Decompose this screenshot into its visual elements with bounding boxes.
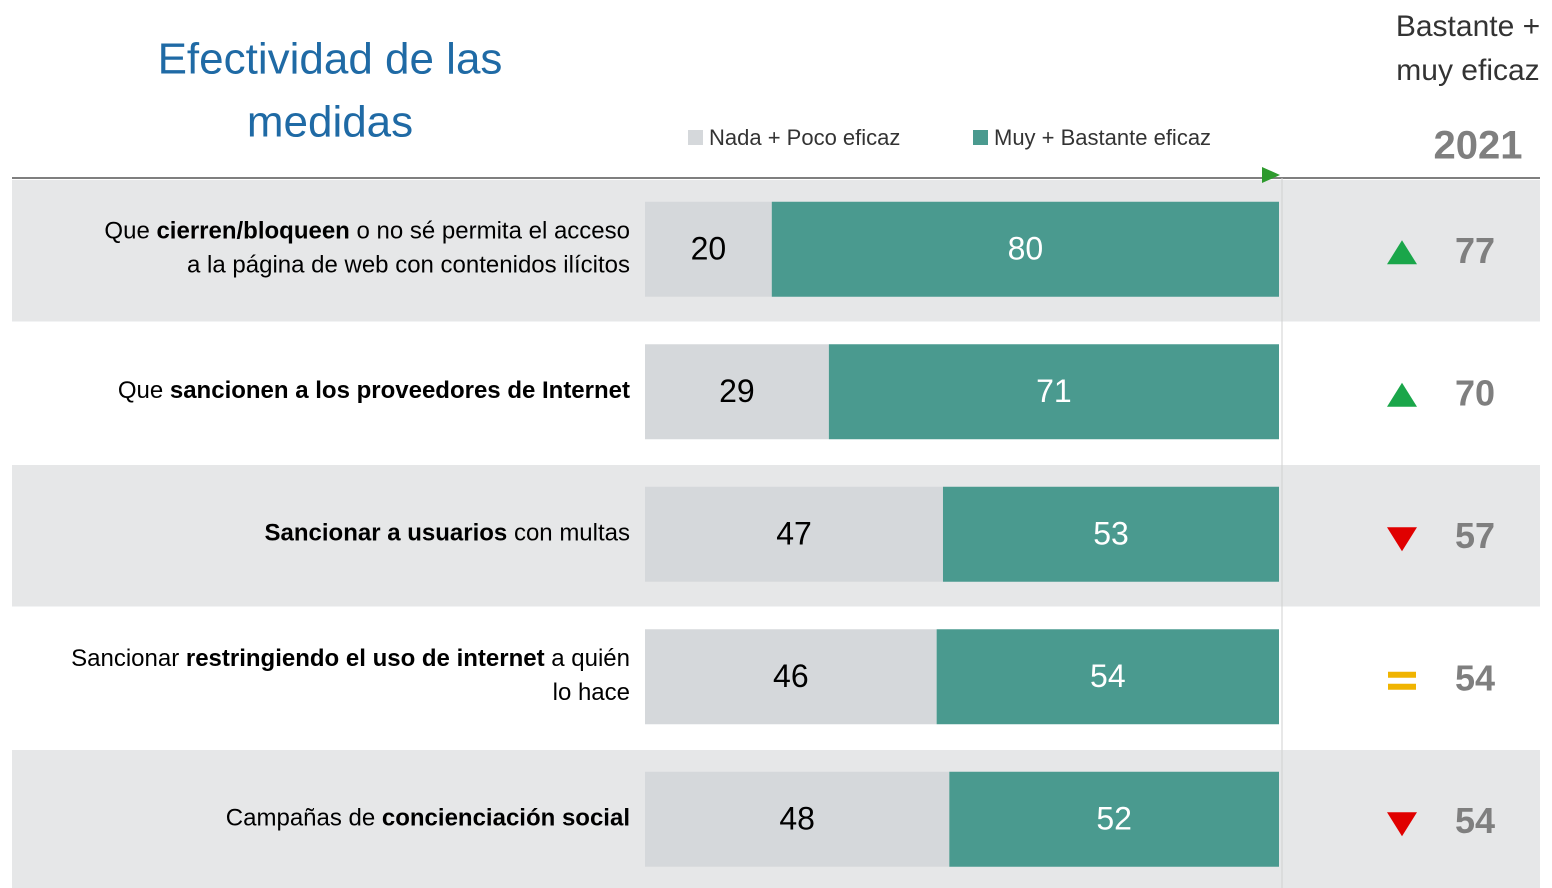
category-label-part: o no sé permita el acceso: [350, 218, 630, 245]
category-label-part: con multas: [507, 520, 630, 547]
data-label: 53: [1093, 516, 1129, 552]
data-label: 71: [1036, 373, 1072, 409]
comparison-value: 77: [1455, 230, 1495, 271]
category-label-part: Campañas de: [226, 805, 382, 832]
arrow-head: [1262, 167, 1280, 183]
category-label: Que cierren/bloqueen o no sé permita el …: [104, 218, 630, 245]
comparison-value: 54: [1455, 657, 1495, 698]
category-label-part: restringiendo el uso de internet: [186, 645, 545, 672]
bar-segment: [936, 629, 1279, 725]
legend-swatch: [973, 130, 988, 145]
category-label-part: a la página de web con contenidos ilícit…: [187, 252, 630, 279]
category-label-part: cierren/bloqueen: [156, 218, 349, 245]
bar-segment: [645, 344, 829, 440]
category-label-part: Sancionar a usuarios: [265, 520, 508, 547]
trend-up: [1387, 382, 1417, 407]
legend-label: Muy + Bastante eficaz: [994, 125, 1211, 150]
category-label-part: lo hace: [553, 679, 630, 706]
trend-equal: [1388, 671, 1416, 678]
trend-up: [1387, 240, 1417, 265]
bar-segment: [645, 486, 943, 582]
data-label: 48: [779, 801, 815, 837]
data-label: 52: [1096, 801, 1132, 837]
category-label: Campañas de concienciación social: [226, 805, 630, 832]
comparison-value: 54: [1455, 800, 1495, 841]
category-label-part: sancionen a los proveedores de Internet: [170, 377, 630, 404]
category-label: lo hace: [553, 679, 630, 706]
category-label-part: concienciación social: [382, 805, 630, 832]
comparison-value: 57: [1455, 515, 1495, 556]
comparison-title: muy eficaz: [1396, 54, 1539, 87]
data-label: 20: [691, 231, 727, 267]
comparison-title: Bastante +: [1396, 10, 1540, 43]
category-label: Que sancionen a los proveedores de Inter…: [118, 377, 630, 404]
category-label-part: Que: [104, 218, 156, 245]
data-label: 80: [1008, 231, 1044, 267]
comparison-year: 2021: [1434, 124, 1523, 168]
category-label: a la página de web con contenidos ilícit…: [187, 252, 630, 279]
data-label: 54: [1090, 658, 1126, 694]
trend-down: [1387, 527, 1417, 552]
bar-segment: [942, 486, 1279, 582]
bar-segment: [828, 344, 1279, 440]
category-label-part: a quién: [545, 645, 630, 672]
data-label: 46: [773, 658, 809, 694]
comparison-value: 70: [1455, 372, 1495, 413]
legend-label: Nada + Poco eficaz: [709, 125, 900, 150]
chart-title: Efectividad de las: [158, 35, 503, 84]
trend-down: [1387, 812, 1417, 837]
category-label-part: Que: [118, 377, 170, 404]
legend-swatch: [688, 130, 703, 145]
bar-segment: [771, 201, 1279, 297]
category-label: Sancionar restringiendo el uso de intern…: [71, 645, 630, 672]
bar-segment: [949, 771, 1279, 867]
bar-segment: [645, 201, 772, 297]
data-label: 47: [776, 516, 812, 552]
category-label: Sancionar a usuarios con multas: [265, 520, 630, 547]
trend-equal: [1388, 683, 1416, 690]
bar-segment: [645, 629, 937, 725]
chart-title: medidas: [247, 98, 413, 147]
data-label: 29: [719, 373, 755, 409]
category-label-part: Sancionar: [71, 645, 186, 672]
bar-segment: [645, 771, 950, 867]
